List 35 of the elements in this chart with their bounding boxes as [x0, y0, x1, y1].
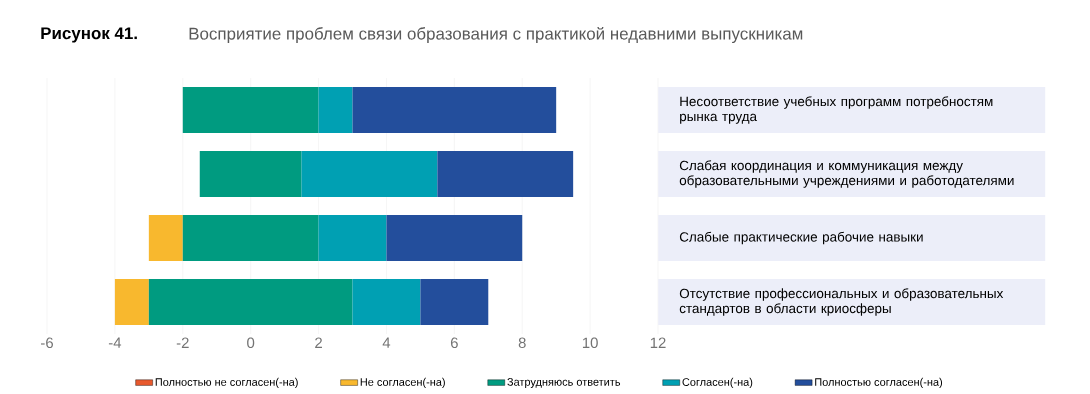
x-tick-label: -2 — [176, 337, 189, 348]
x-tick-label: -4 — [108, 337, 122, 348]
bar — [386, 214, 523, 262]
bar — [352, 86, 557, 134]
bar — [114, 278, 149, 326]
bar — [199, 150, 302, 198]
y-tick-label: Слабая координация и коммуникация между образовательными учреждениями и работодателями — [679, 160, 1014, 188]
x-tick-label: 6 — [450, 337, 458, 349]
legend-label: Согласен(-на) — [682, 377, 753, 389]
x-tick-label: -6 — [41, 337, 53, 349]
legend-label: Затрудняюсь ответить — [507, 378, 621, 388]
legend-label: Полностью согласен(-на) — [815, 377, 943, 389]
x-tick-label: 12 — [650, 337, 666, 348]
bar — [352, 278, 421, 326]
x-tick-label: 8 — [518, 337, 526, 349]
bar — [182, 214, 319, 262]
bar — [437, 150, 574, 198]
bar — [182, 86, 319, 134]
x-tick-label: 10 — [582, 337, 598, 349]
y-tick-label: Отсутствие профессиональных и образовательных стандартов в области криосферы — [679, 288, 1004, 316]
bar — [318, 86, 353, 134]
bar — [148, 214, 183, 262]
chart-title: Рисунок 41. — [41, 27, 137, 43]
bar — [318, 214, 387, 262]
bar — [420, 278, 489, 326]
bar — [148, 278, 353, 326]
chart-subtitle: Восприятие проблем связи образования с практикой недавними выпускникам — [189, 26, 803, 44]
y-tick-label: Слабые практические рабочие навыки — [679, 231, 923, 245]
legend-label: Полностью не согласен(-на) — [155, 377, 298, 389]
legend-label: Не согласен(-на) — [360, 377, 445, 389]
x-tick-label: 4 — [382, 337, 391, 348]
x-tick-label: 2 — [315, 337, 322, 348]
x-tick-label: 0 — [247, 337, 255, 349]
y-tick-label: Несоответствие учебных программ потребностям рынка труда — [680, 96, 993, 124]
bar — [301, 150, 438, 198]
